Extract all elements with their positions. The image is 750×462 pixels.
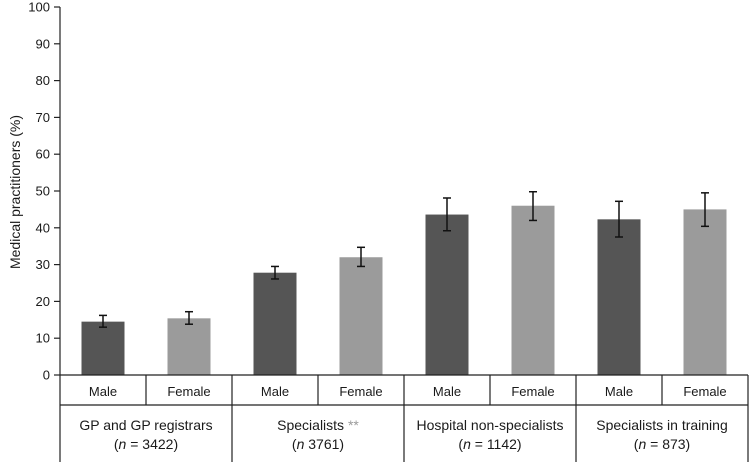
group-sample-size: (n = 1142) xyxy=(458,436,521,452)
group-label: Hospital non-specialists xyxy=(416,417,563,433)
bar-female xyxy=(167,318,211,375)
group-label: Specialists in training xyxy=(596,417,728,433)
significance-marker: ** xyxy=(348,417,359,433)
category-label: Female xyxy=(683,384,726,399)
y-tick-label: 50 xyxy=(36,184,50,199)
category-label: Male xyxy=(261,384,289,399)
y-tick-label: 20 xyxy=(36,294,50,309)
category-label: Male xyxy=(605,384,633,399)
group-label: Specialists ** xyxy=(277,417,359,433)
y-axis-title: Medical practitioners (%) xyxy=(7,115,23,269)
error-bars xyxy=(99,190,709,328)
bars xyxy=(81,205,727,375)
bar-female xyxy=(683,209,727,375)
category-label: Female xyxy=(167,384,210,399)
group-name: Specialists xyxy=(277,417,344,433)
y-tick-label: 40 xyxy=(36,220,50,235)
y-tick-label: 70 xyxy=(36,110,50,125)
bar-male xyxy=(597,219,641,375)
group-sample-size: (n 3761) xyxy=(292,436,344,452)
bar-male xyxy=(425,214,469,375)
n-value: = 3422) xyxy=(126,436,178,452)
category-label: Female xyxy=(339,384,382,399)
y-tick-label: 30 xyxy=(36,257,50,272)
n-value: = 873) xyxy=(646,436,690,452)
group-name: Hospital non-specialists xyxy=(416,417,563,433)
category-label: Male xyxy=(89,384,117,399)
group-name: GP and GP registrars xyxy=(79,417,212,433)
group-name: Specialists in training xyxy=(596,417,728,433)
n-prefix: ( xyxy=(114,436,119,452)
y-tick-label: 10 xyxy=(36,331,50,346)
y-tick-label: 100 xyxy=(28,0,50,15)
group-sample-size: (n = 3422) xyxy=(114,436,178,452)
group-label: GP and GP registrars xyxy=(79,417,212,433)
category-label: Female xyxy=(511,384,554,399)
y-axis: 0 10 20 30 40 50 60 70 80 90 100 xyxy=(28,0,61,383)
n-symbol: n xyxy=(119,436,127,452)
n-prefix: ( xyxy=(458,436,463,452)
n-value: 3761) xyxy=(304,436,344,452)
bar-female xyxy=(511,205,555,375)
group-sample-size: (n = 873) xyxy=(634,436,690,452)
y-tick-label: 90 xyxy=(36,36,50,51)
n-symbol: n xyxy=(638,436,646,452)
bar-male xyxy=(253,272,297,375)
y-tick-label: 80 xyxy=(36,73,50,88)
n-prefix: ( xyxy=(634,436,639,452)
n-prefix: ( xyxy=(292,436,297,452)
category-label: Male xyxy=(433,384,461,399)
n-symbol: n xyxy=(297,436,305,452)
y-tick-label: 0 xyxy=(43,368,50,383)
bar-female xyxy=(339,257,383,375)
bar-male xyxy=(81,321,125,375)
n-value: = 1142) xyxy=(471,436,522,452)
n-symbol: n xyxy=(463,436,471,452)
y-tick-label: 60 xyxy=(36,147,50,162)
